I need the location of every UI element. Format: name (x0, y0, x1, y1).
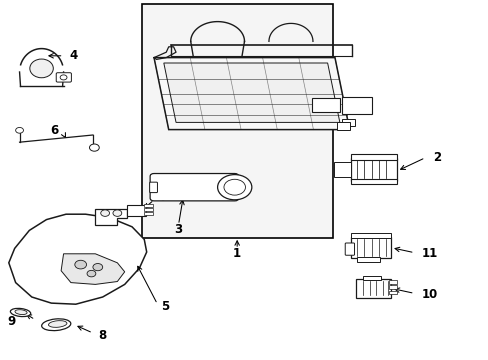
Circle shape (224, 179, 245, 195)
Text: 1: 1 (233, 247, 241, 260)
Circle shape (101, 210, 109, 216)
FancyBboxPatch shape (126, 205, 146, 216)
FancyBboxPatch shape (362, 276, 381, 280)
Text: 4: 4 (70, 49, 78, 62)
Text: 9: 9 (7, 315, 16, 328)
FancyBboxPatch shape (350, 154, 396, 160)
Text: 6: 6 (51, 124, 59, 137)
Circle shape (228, 183, 240, 192)
FancyBboxPatch shape (337, 122, 349, 130)
Polygon shape (9, 214, 146, 304)
Ellipse shape (41, 319, 71, 330)
FancyBboxPatch shape (388, 285, 396, 289)
Text: 10: 10 (421, 288, 437, 301)
Bar (142, 4, 332, 238)
FancyBboxPatch shape (312, 98, 340, 112)
FancyBboxPatch shape (388, 291, 396, 294)
FancyBboxPatch shape (350, 237, 390, 258)
FancyBboxPatch shape (56, 73, 71, 82)
FancyBboxPatch shape (341, 97, 371, 114)
Polygon shape (163, 63, 339, 122)
Circle shape (75, 260, 86, 269)
Text: 2: 2 (432, 151, 440, 164)
FancyBboxPatch shape (149, 182, 157, 193)
Polygon shape (154, 58, 349, 130)
Circle shape (16, 127, 23, 133)
FancyBboxPatch shape (350, 179, 396, 184)
FancyBboxPatch shape (356, 257, 380, 262)
Circle shape (60, 75, 67, 80)
Circle shape (93, 264, 102, 271)
Circle shape (87, 270, 96, 277)
FancyBboxPatch shape (350, 158, 396, 181)
Text: 5: 5 (161, 300, 169, 313)
Text: 3: 3 (174, 223, 182, 236)
Text: 7: 7 (159, 191, 167, 204)
Circle shape (89, 144, 99, 151)
FancyBboxPatch shape (350, 233, 390, 238)
FancyBboxPatch shape (150, 174, 238, 201)
Text: 8: 8 (98, 329, 106, 342)
Ellipse shape (10, 309, 31, 316)
Ellipse shape (15, 310, 27, 315)
Ellipse shape (48, 321, 67, 327)
Ellipse shape (30, 59, 53, 78)
Polygon shape (61, 254, 124, 284)
Polygon shape (95, 209, 127, 225)
FancyBboxPatch shape (388, 280, 396, 284)
Circle shape (217, 175, 251, 200)
FancyBboxPatch shape (334, 162, 350, 177)
FancyBboxPatch shape (355, 279, 390, 298)
FancyBboxPatch shape (342, 119, 354, 126)
FancyBboxPatch shape (144, 208, 153, 211)
FancyBboxPatch shape (144, 204, 153, 207)
FancyBboxPatch shape (345, 243, 354, 255)
Text: 11: 11 (421, 247, 437, 260)
Circle shape (113, 210, 122, 216)
FancyBboxPatch shape (144, 212, 153, 215)
